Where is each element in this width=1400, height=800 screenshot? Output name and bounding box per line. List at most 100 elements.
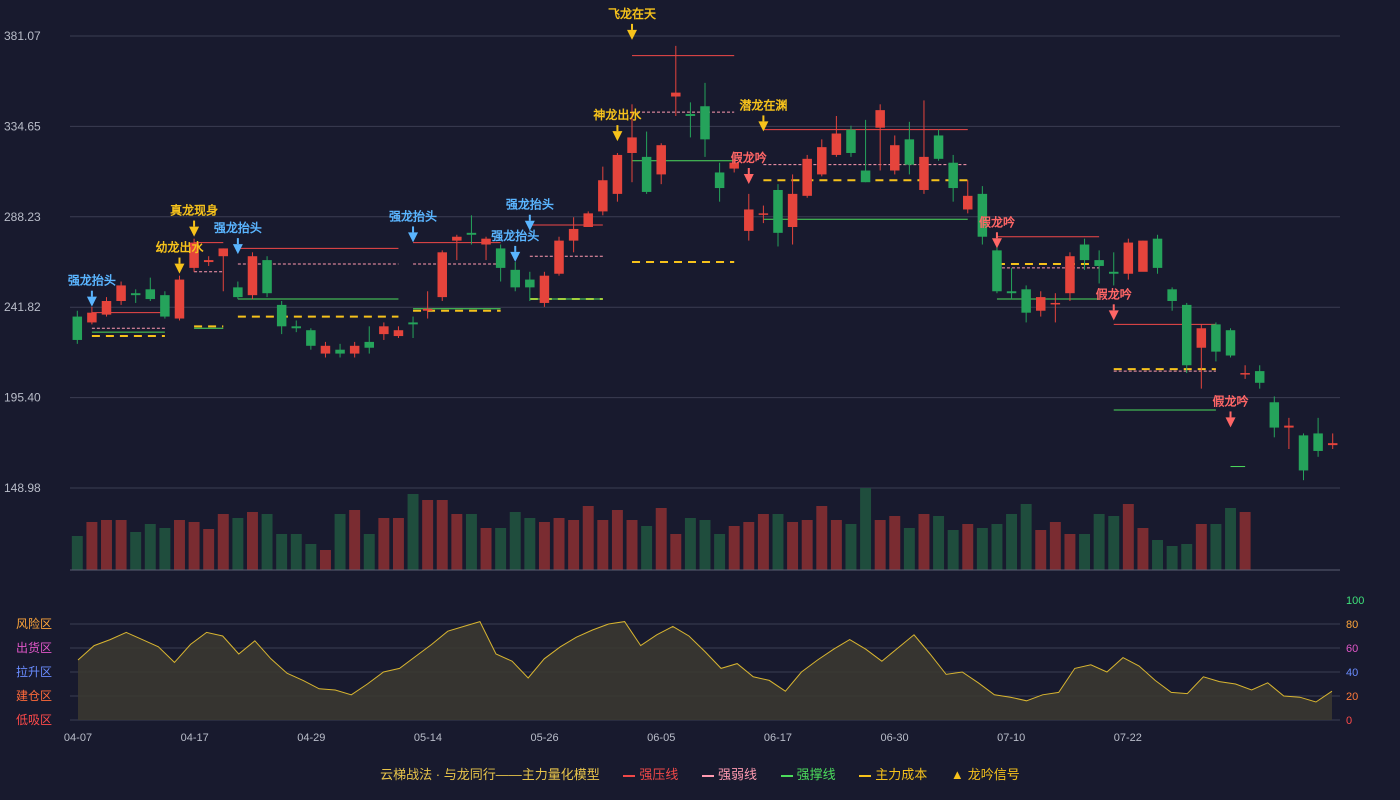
candle [1284, 417, 1294, 450]
volume-bar [319, 550, 331, 570]
candle-body [773, 189, 783, 233]
volume-bar [1108, 516, 1120, 570]
x-tick-label: 07-22 [1114, 732, 1142, 744]
candle-body [379, 326, 389, 335]
volume-bar [714, 534, 726, 570]
volume-bar [918, 514, 930, 570]
indicator-zone-label: 拉升区 [16, 664, 52, 679]
candle-body [860, 170, 871, 183]
volume-bar [524, 518, 536, 570]
legend-weak[interactable]: 强弱线 [702, 764, 757, 783]
candle-body [525, 279, 535, 288]
candle [525, 271, 535, 301]
volume-bar [261, 514, 273, 570]
candle-body [1021, 289, 1031, 313]
candle [495, 244, 506, 282]
candle-body [714, 172, 725, 189]
volume-bar [290, 534, 302, 570]
signal-label: 潜龙在渊 [739, 97, 787, 112]
candle-body [758, 213, 769, 215]
candle [758, 205, 769, 224]
candle [1152, 234, 1163, 274]
candle [379, 322, 389, 340]
signal-arrow-icon [174, 263, 185, 274]
indicator-area [78, 621, 1332, 720]
price-tick-label: 195.40 [4, 391, 41, 405]
indicator-zone-label: 风险区 [16, 616, 52, 631]
legend-resist[interactable]: 强压线 [623, 764, 678, 783]
candle [641, 131, 652, 194]
volume-bar [1006, 514, 1018, 570]
candle-body [1211, 324, 1221, 352]
volume-bar [188, 522, 200, 570]
volume-bar [392, 518, 404, 570]
volume-bar [538, 522, 550, 570]
candle [875, 104, 885, 171]
indicator-zone-label: 出货区 [16, 640, 52, 655]
price-tick-label: 334.65 [4, 119, 41, 133]
legend-cost[interactable]: 主力成本 [859, 764, 927, 783]
candle [992, 246, 1002, 294]
candle-body [1313, 433, 1323, 451]
candle-body [568, 228, 579, 241]
volume-bar [378, 518, 390, 570]
candle-body [817, 147, 827, 175]
volume-bar [232, 518, 244, 570]
volume-bar [933, 516, 945, 570]
candle [262, 256, 272, 298]
candle [1269, 396, 1280, 438]
candle-body [495, 248, 506, 268]
candle-body [685, 114, 696, 116]
candle-body [349, 345, 360, 354]
candle [145, 277, 156, 301]
volume-bar [407, 494, 419, 570]
candle-body [1254, 371, 1265, 383]
candle [1079, 238, 1090, 270]
candle-body [598, 180, 608, 212]
volume-bar [115, 520, 127, 570]
signal-label: 假龙吟 [731, 150, 767, 165]
candle [466, 215, 477, 245]
candle-body [1298, 435, 1309, 471]
volume-bar [699, 520, 711, 570]
volume-bar [101, 520, 112, 570]
candle [1167, 287, 1177, 311]
candle-body [262, 260, 272, 294]
volume-bar [743, 522, 755, 570]
legend-signal[interactable]: ▲ 龙吟信号 [950, 767, 1020, 782]
signal-arrow-icon [612, 131, 623, 142]
volume-bar [947, 530, 959, 570]
candle [583, 211, 593, 227]
volume-bar [1093, 514, 1105, 570]
candle-body [831, 133, 842, 155]
candle [1108, 252, 1119, 286]
candle [831, 115, 842, 157]
candle-body [481, 238, 491, 245]
candle-body [875, 110, 885, 128]
volume-bar [71, 536, 83, 570]
volume-bar [1225, 508, 1236, 570]
candle [933, 129, 944, 161]
signal-label: 幼龙出水 [155, 240, 204, 255]
signal-arrow-icon [743, 173, 754, 184]
volume-bar [363, 534, 375, 570]
candle [335, 343, 345, 358]
candle [554, 236, 564, 276]
legend-support[interactable]: 强撑线 [780, 764, 836, 783]
candle [598, 166, 608, 216]
candle [1006, 267, 1017, 300]
candle-body [276, 304, 287, 327]
candle [1240, 365, 1250, 379]
volume-bar [816, 506, 828, 570]
candle-body [1196, 328, 1207, 348]
signal-arrow-icon [510, 251, 521, 262]
candle [276, 300, 287, 335]
candle [904, 121, 915, 175]
candle [349, 341, 360, 358]
candle [481, 236, 491, 261]
candle-body [1006, 291, 1017, 294]
signal-label: 强龙抬头 [506, 197, 554, 212]
candle [1065, 252, 1075, 301]
candle [101, 297, 112, 317]
